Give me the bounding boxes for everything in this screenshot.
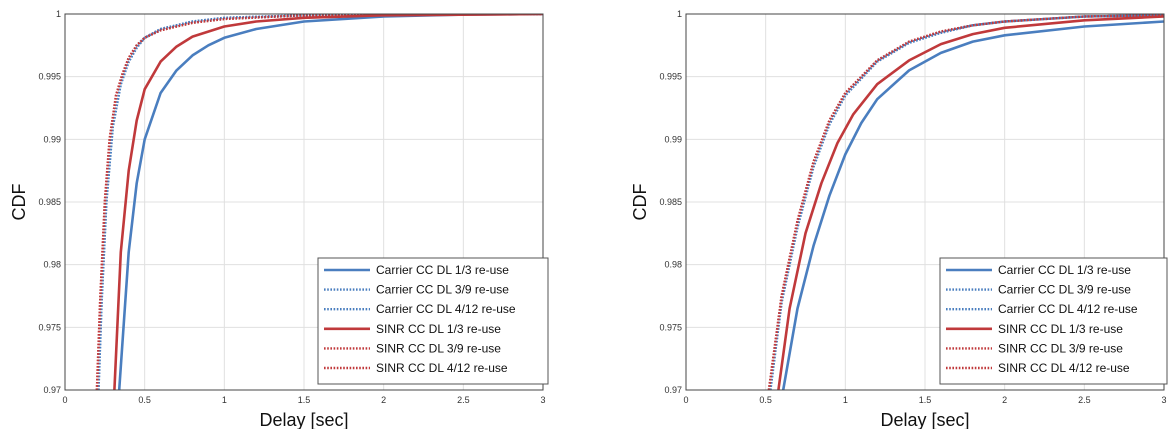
x-axis-label: Delay [sec] bbox=[259, 410, 348, 429]
axes-frame bbox=[685, 13, 1165, 391]
y-tick-label: 0.985 bbox=[38, 197, 61, 207]
legend-box bbox=[939, 257, 1168, 385]
legend: Carrier CC DL 1/3 re-use Carrier CC DL 3/… bbox=[317, 257, 549, 385]
x-axis-label: Delay [sec] bbox=[880, 410, 969, 429]
y-tick-label: 0.99 bbox=[43, 134, 61, 144]
legend-label-6: SINR CC DL 4/12 re-use bbox=[998, 361, 1130, 375]
legend-label-4: SINR CC DL 1/3 re-use bbox=[998, 322, 1123, 336]
legend: Carrier CC DL 1/3 re-use Carrier CC DL 3/… bbox=[939, 257, 1168, 385]
x-tick-label: 3 bbox=[540, 395, 545, 405]
legend-label-3: Carrier CC DL 4/12 re-use bbox=[998, 302, 1138, 316]
y-tick-label: 0.99 bbox=[664, 134, 682, 144]
series-line-6 bbox=[95, 14, 543, 390]
legend-label-3: Carrier CC DL 4/12 re-use bbox=[376, 302, 516, 316]
x-tick-label: 1.5 bbox=[919, 395, 932, 405]
x-tick-label: 3 bbox=[1161, 395, 1166, 405]
y-tick-label: 0.975 bbox=[38, 322, 61, 332]
y-tick-label: 0.995 bbox=[659, 72, 682, 82]
chart-2: 0 0.5 1 1.5 2 2.5 3 0.97 0.975 0.98 0.985 0.99 0.995… bbox=[630, 9, 1168, 429]
series-line-4 bbox=[113, 14, 543, 390]
x-tick-label: 2.5 bbox=[1078, 395, 1091, 405]
chart-1: 0 0.5 1 1.5 2 2.5 3 0.97 0.975 0.98 0.985 0.99 0.995… bbox=[9, 9, 549, 429]
series-lines bbox=[767, 14, 1164, 390]
legend-label-1: Carrier CC DL 1/3 re-use bbox=[376, 263, 509, 277]
legend-label-1: Carrier CC DL 1/3 re-use bbox=[998, 263, 1131, 277]
x-tick-label: 0 bbox=[62, 395, 67, 405]
x-tick-label: 2.5 bbox=[457, 395, 470, 405]
axes-frame bbox=[64, 13, 544, 391]
x-tick-label: 2 bbox=[1002, 395, 1007, 405]
legend-label-2: Carrier CC DL 3/9 re-use bbox=[998, 283, 1131, 297]
x-tick-label: 0.5 bbox=[759, 395, 772, 405]
legend-label-5: SINR CC DL 3/9 re-use bbox=[376, 341, 501, 355]
legend-label-5: SINR CC DL 3/9 re-use bbox=[998, 341, 1123, 355]
y-axis-label: CDF bbox=[9, 184, 29, 221]
x-tick-label: 1.5 bbox=[298, 395, 311, 405]
series-lines bbox=[95, 14, 543, 390]
x-tick-label: 0.5 bbox=[138, 395, 151, 405]
legend-box bbox=[317, 257, 549, 385]
y-tick-label: 0.97 bbox=[43, 385, 61, 395]
y-tick-label: 0.98 bbox=[664, 260, 682, 270]
y-tick-label: 0.97 bbox=[664, 385, 682, 395]
legend-label-2: Carrier CC DL 3/9 re-use bbox=[376, 283, 509, 297]
series-line-1 bbox=[781, 20, 1164, 390]
series-line-1 bbox=[117, 14, 543, 390]
series-line-3 bbox=[769, 14, 1164, 390]
y-tick-label: 1 bbox=[56, 9, 61, 19]
y-axis-label: CDF bbox=[630, 184, 650, 221]
x-tick-label: 0 bbox=[683, 395, 688, 405]
y-tick-label: 0.98 bbox=[43, 260, 61, 270]
x-tick-label: 1 bbox=[222, 395, 227, 405]
x-tick-label: 1 bbox=[843, 395, 848, 405]
x-tick-label: 2 bbox=[381, 395, 386, 405]
y-tick-label: 0.995 bbox=[38, 72, 61, 82]
y-tick-label: 1 bbox=[677, 9, 682, 19]
y-tick-label: 0.985 bbox=[659, 197, 682, 207]
legend-label-6: SINR CC DL 4/12 re-use bbox=[376, 361, 508, 375]
y-tick-label: 0.975 bbox=[659, 322, 682, 332]
legend-label-4: SINR CC DL 1/3 re-use bbox=[376, 322, 501, 336]
series-line-4 bbox=[777, 15, 1164, 390]
